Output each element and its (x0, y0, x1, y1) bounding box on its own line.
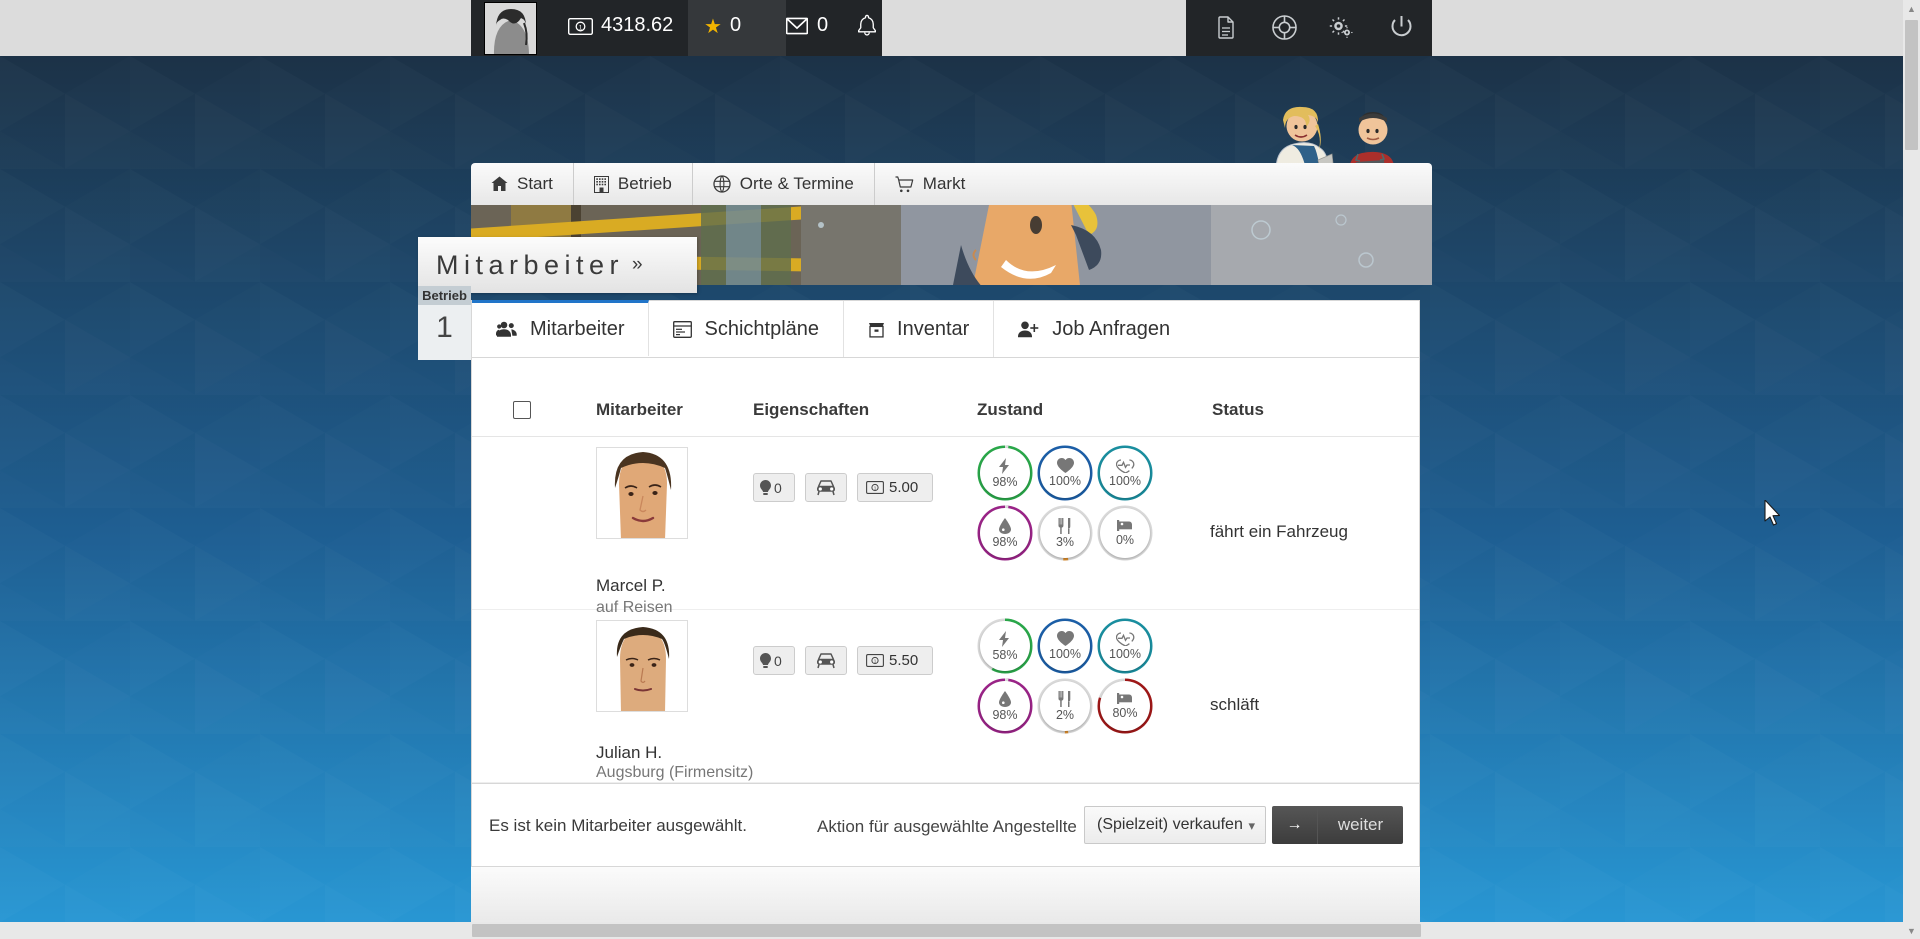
svg-text:1: 1 (874, 486, 877, 491)
svg-text:1: 1 (874, 659, 877, 664)
svg-text:1: 1 (579, 24, 583, 31)
